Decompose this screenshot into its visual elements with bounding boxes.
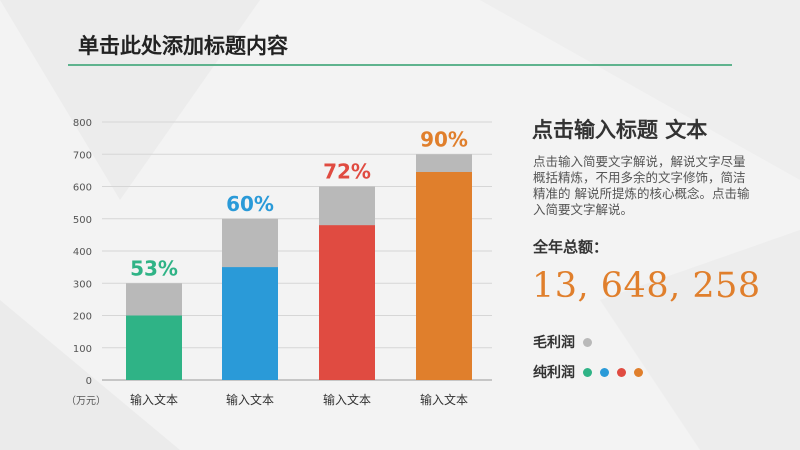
legend-gross: 毛利润 (533, 332, 592, 352)
data-label-2: 60% (226, 192, 274, 216)
legend-gross-label: 毛利润 (533, 335, 575, 351)
side-description: 点击输入简要文字解说，解说文字尽量概括精炼，不用多余的文字修饰，简洁精准的 解说… (533, 154, 750, 217)
legend-net-label: 纯利润 (533, 365, 575, 381)
title-divider (68, 64, 732, 66)
y-unit-label: （万元） (66, 395, 106, 407)
total-label: 全年总额： (533, 238, 609, 256)
legend-dot-red (617, 367, 626, 377)
bar-net-1 (126, 315, 182, 380)
page-title: 单击此处添加标题内容 (78, 34, 288, 58)
bar-net-3 (319, 225, 375, 380)
y-tick-label: 800 (73, 118, 92, 129)
x-tick-label: 输入文本 (420, 392, 468, 407)
y-tick-label: 400 (73, 247, 92, 258)
y-tick-label: 200 (73, 312, 92, 323)
data-label-4: 90% (420, 127, 468, 151)
legend-net: 纯利润 (533, 362, 643, 382)
x-tick-label: 输入文本 (226, 392, 274, 407)
legend-dot-green (583, 367, 592, 377)
y-tick-label: 700 (73, 150, 92, 161)
total-value: 13, 648, 258 (532, 266, 761, 306)
legend-dot-blue (600, 367, 609, 377)
y-tick-label: 600 (73, 183, 92, 194)
side-heading: 点击输入标题 文本 (532, 118, 708, 142)
data-label-3: 72% (323, 160, 371, 184)
data-label-1: 53% (130, 256, 178, 280)
bar-net-2 (222, 267, 278, 380)
legend-dot-orange (634, 367, 643, 377)
y-tick-label: 0 (86, 376, 92, 387)
x-tick-label: 输入文本 (323, 392, 371, 407)
bar-net-4 (416, 171, 472, 380)
x-tick-label: 输入文本 (130, 392, 178, 407)
y-tick-label: 300 (73, 279, 92, 290)
y-tick-label: 100 (73, 344, 92, 355)
legend-dot-gray (583, 337, 592, 347)
y-tick-label: 500 (73, 215, 92, 226)
